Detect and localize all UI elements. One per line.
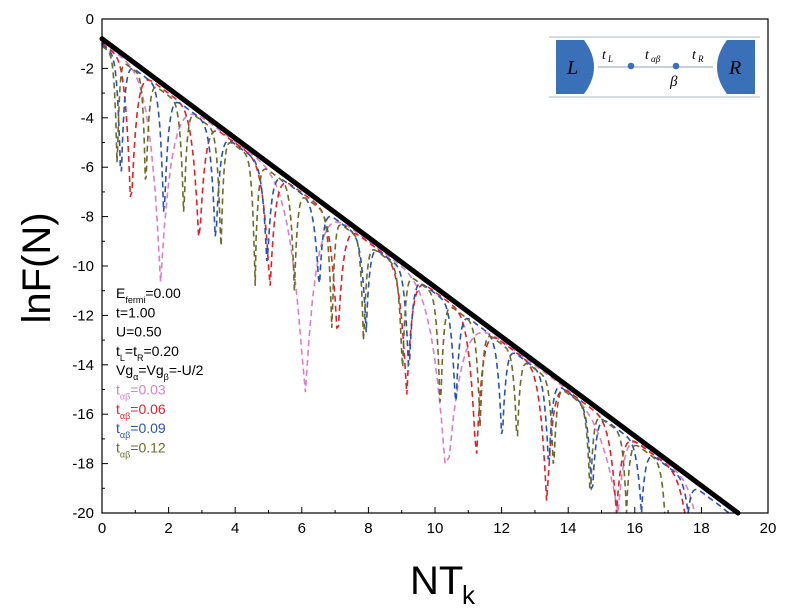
right-lead-label: R <box>728 57 741 79</box>
svg-text:αβ: αβ <box>651 54 661 64</box>
y-tick-label: -14 <box>72 357 94 374</box>
envelope-layer <box>99 36 741 516</box>
annotation-line: Vgα=Vgβ=-U/2 <box>116 362 204 382</box>
series-line-t009 <box>101 44 732 514</box>
left-lead-shape <box>556 40 594 94</box>
dot-beta <box>672 62 680 70</box>
parameter-annotations: Efermi=0.00t=1.00 U=0.50 tL=tR=0.20Vgα=Vgβ… <box>116 285 204 459</box>
annotation-line: t=1.00 <box>116 304 156 320</box>
right-lead-shape <box>717 40 755 94</box>
y-axis-title: lnF(N) <box>15 212 59 323</box>
y-tick-label: -10 <box>72 258 94 275</box>
annotation-line: tαβ=0.03 <box>116 382 166 402</box>
plot-frame <box>101 18 769 514</box>
y-tick-label: -12 <box>72 307 94 324</box>
series-layer <box>101 41 732 514</box>
y-tick-label: -16 <box>72 406 94 423</box>
inset-schematic: L R t L t αβ t R β <box>549 36 760 98</box>
svg-text:t: t <box>645 48 650 63</box>
y-tick-label: -2 <box>81 60 94 77</box>
svg-text:L: L <box>607 54 613 64</box>
x-tick-label: 14 <box>560 520 577 537</box>
hop-mid-label: t αβ <box>645 48 661 64</box>
dot-alpha <box>627 62 635 70</box>
dot-beta-label: β <box>669 74 678 90</box>
x-axis-title: NT k <box>410 559 476 609</box>
x-tick-label: 2 <box>164 520 172 537</box>
x-tick-label: 6 <box>298 520 306 537</box>
series-line-t006 <box>101 43 686 514</box>
x-tick-label: 18 <box>693 520 710 537</box>
annotation-line: tαβ=0.09 <box>116 420 166 440</box>
x-tick-label: 4 <box>231 520 239 537</box>
x-tick-label: 12 <box>493 520 510 537</box>
annotation-line: tαβ=0.12 <box>116 439 166 459</box>
annotation-line: Efermi=0.00 <box>116 285 181 305</box>
y-tick-label: -18 <box>72 456 94 473</box>
svg-text:t: t <box>692 48 697 63</box>
y-axis: 0 -2 -4 -6 -8 -10 -12 -14 -16 -18 -20 <box>72 11 108 522</box>
y-tick-label: -8 <box>81 209 94 226</box>
svg-text:NT: NT <box>410 559 463 603</box>
x-tick-label: 8 <box>364 520 372 537</box>
x-tick-label: 20 <box>760 520 777 537</box>
x-tick-label: 0 <box>98 520 106 537</box>
annotation-line: tαβ=0.06 <box>116 401 166 421</box>
x-tick-label: 16 <box>626 520 643 537</box>
svg-text:t: t <box>602 48 607 63</box>
x-tick-label: 10 <box>427 520 444 537</box>
hop-left-label: t L <box>602 48 613 64</box>
annotation-line: U=0.50 <box>116 324 162 340</box>
series-line-t003 <box>101 41 696 514</box>
y-tick-label: -6 <box>81 159 94 176</box>
annotation-line: tL=tR=0.20 <box>116 343 179 363</box>
left-lead-label: L <box>566 57 578 79</box>
x-axis: 0 2 4 6 8 10 12 14 16 18 20 <box>98 507 777 537</box>
hop-right-label: t R <box>692 48 704 64</box>
y-tick-label: -20 <box>72 505 94 522</box>
svg-text:k: k <box>462 580 476 609</box>
y-tick-label: -4 <box>81 110 94 127</box>
svg-text:R: R <box>697 54 704 64</box>
series-line-t012 <box>101 45 666 514</box>
y-tick-label: 0 <box>86 11 94 28</box>
envelope-line <box>99 36 741 516</box>
